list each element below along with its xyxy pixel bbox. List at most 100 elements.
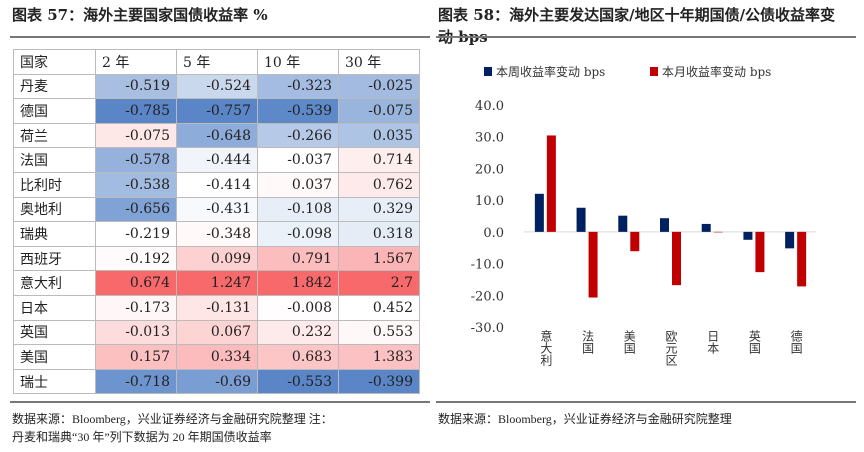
yield-change-chart: 40.0 30.0 20.0 10.0 0.0 -10.0 -20.0 -30.0 意大利 法国 美… — [471, 64, 816, 366]
y-tick-label: 10.0 — [475, 194, 504, 209]
right-figure-title: 图表 58：海外主要发达国家/地区十年期国债/公债收益率变动 bps — [438, 6, 836, 46]
country-cell: 德国 — [13, 98, 96, 124]
header-10y: 10 年 — [257, 49, 339, 75]
yield-cell: -0.414 — [176, 171, 258, 198]
table-row: 英国 -0.013 0.067 0.232 0.553 — [13, 319, 420, 346]
legend-swatch — [650, 67, 658, 76]
y-tick-label: -10.0 — [471, 258, 504, 273]
table-row: 比利时 -0.538 -0.414 0.037 0.762 — [13, 171, 420, 198]
yield-cell: -0.192 — [95, 245, 177, 272]
yield-cell: 0.157 — [95, 344, 177, 370]
table-row: 瑞士 -0.718 -0.69 -0.553 -0.399 — [13, 368, 420, 395]
yield-cell: 0.791 — [257, 245, 339, 272]
yield-cell: 0.452 — [338, 294, 420, 321]
table-header-row: 国家 2 年 5 年 10 年 30 年 — [13, 49, 420, 75]
table-row: 瑞典 -0.219 -0.348 -0.098 0.318 — [13, 221, 420, 247]
category-label: 日本 — [706, 330, 720, 355]
yield-cell: -0.173 — [95, 294, 177, 321]
yield-cell: -0.431 — [176, 196, 258, 223]
country-cell: 日本 — [13, 294, 96, 321]
right-source: 数据来源：Bloomberg，兴业证券经济与金融研究院整理 — [438, 412, 732, 426]
yield-cell: -0.098 — [257, 221, 339, 247]
bar-week — [785, 231, 795, 249]
yield-cell: -0.013 — [95, 319, 177, 346]
yield-cell: 0.035 — [338, 122, 420, 149]
category-label: 法国 — [581, 330, 595, 354]
category-label: 意大利 — [539, 329, 553, 366]
country-cell: 比利时 — [13, 171, 96, 198]
yield-cell: -0.519 — [95, 73, 177, 100]
yield-cell: 0.674 — [95, 270, 177, 296]
y-tick-label: 40.0 — [475, 99, 504, 114]
yield-cell: -0.578 — [95, 147, 177, 173]
yield-cell: 0.318 — [338, 221, 420, 247]
bar-week — [701, 223, 711, 232]
yield-cell: 0.232 — [257, 319, 339, 346]
yield-cell: -0.108 — [257, 196, 339, 223]
country-cell: 法国 — [13, 147, 96, 173]
yield-cell: 0.762 — [338, 171, 420, 198]
yield-cell: -0.785 — [95, 98, 177, 124]
country-cell: 英国 — [13, 319, 96, 346]
legend-swatch — [484, 67, 492, 76]
bar-week — [534, 193, 544, 232]
yield-cell: 0.067 — [176, 319, 258, 346]
yield-cell: -0.69 — [176, 368, 258, 395]
bar-month — [630, 231, 640, 252]
country-cell: 瑞典 — [13, 221, 96, 247]
left-footnote: 数据来源：Bloomberg，兴业证券经济与金融研究院整理 注： 丹麦和瑞典“3… — [12, 410, 432, 446]
bar-week — [660, 218, 669, 232]
yield-cell: -0.219 — [95, 221, 177, 247]
y-tick-label: 30.0 — [475, 131, 504, 146]
yield-cell: 0.683 — [257, 344, 339, 370]
yield-cell: 1.842 — [257, 270, 339, 296]
header-2y: 2 年 — [95, 49, 177, 75]
yield-cell: 0.099 — [176, 245, 258, 272]
yield-cell: -0.538 — [95, 171, 177, 198]
country-cell: 意大利 — [13, 270, 96, 296]
bar-month — [797, 231, 807, 287]
yield-cell: 0.329 — [338, 196, 420, 223]
y-tick-label: -30.0 — [471, 321, 504, 336]
header-5y: 5 年 — [176, 49, 258, 75]
yield-cell: -0.539 — [257, 98, 339, 124]
left-source: 数据来源：Bloomberg，兴业证券经济与金融研究院整理 注： — [12, 412, 333, 426]
bar-month — [546, 135, 556, 232]
yield-cell: 1.247 — [176, 270, 258, 296]
table-row: 西班牙 -0.192 0.099 0.791 1.567 — [13, 245, 420, 272]
yield-cell: -0.131 — [176, 294, 258, 321]
left-top-rule — [10, 36, 430, 38]
category-label: 英国 — [747, 330, 761, 354]
country-cell: 美国 — [13, 344, 96, 370]
yield-cell: 0.037 — [257, 171, 339, 198]
table-row: 法国 -0.578 -0.444 -0.037 0.714 — [13, 147, 420, 173]
category-label: 欧元区 — [664, 330, 678, 366]
category-label: 美国 — [622, 330, 636, 354]
header-30y: 30 年 — [338, 49, 420, 75]
bar-month — [713, 231, 723, 233]
yield-cell: -0.266 — [257, 122, 339, 149]
yield-table: 国家 2 年 5 年 10 年 30 年 丹麦 -0.519 -0.524 -0.32… — [13, 49, 420, 395]
yield-cell: -0.399 — [338, 368, 420, 395]
left-figure-title: 图表 57：海外主要国家国债收益率 % — [12, 6, 268, 24]
yield-cell: 1.383 — [338, 344, 420, 370]
yield-cell: -0.648 — [176, 122, 258, 149]
yield-cell: -0.444 — [176, 147, 258, 173]
category-label: 德国 — [789, 329, 803, 354]
bar-month — [755, 231, 765, 273]
yield-cell: 2.7 — [338, 270, 420, 296]
right-top-rule — [436, 36, 856, 38]
country-cell: 西班牙 — [13, 245, 96, 272]
bar-week — [743, 231, 753, 240]
bar-month — [588, 231, 598, 298]
table-row: 意大利 0.674 1.247 1.842 2.7 — [13, 270, 420, 296]
yield-cell: -0.348 — [176, 221, 258, 247]
yield-cell: 0.553 — [338, 319, 420, 346]
country-cell: 奥地利 — [13, 196, 96, 223]
right-bottom-rule — [436, 401, 856, 403]
yield-cell: -0.524 — [176, 73, 258, 100]
y-tick-label: 20.0 — [475, 162, 504, 177]
bar-week — [618, 215, 628, 232]
country-cell: 荷兰 — [13, 122, 96, 149]
yield-cell: -0.553 — [257, 368, 339, 395]
